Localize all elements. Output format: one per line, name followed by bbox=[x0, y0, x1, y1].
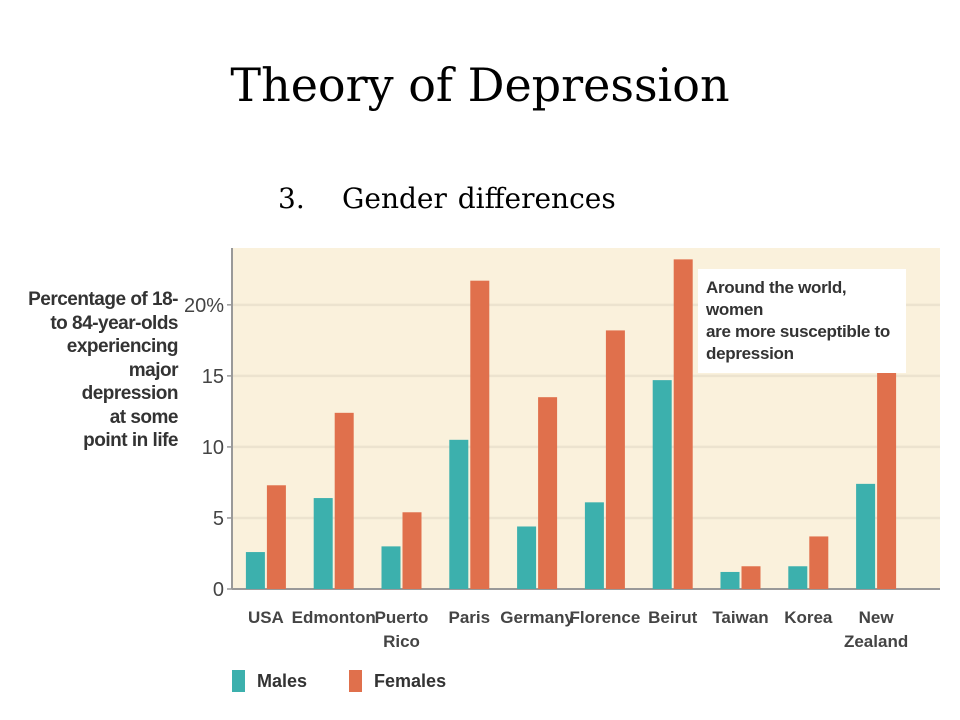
bar-females-florence bbox=[605, 330, 625, 589]
bar-males-usa bbox=[245, 552, 265, 589]
x-tick-label: Edmonton bbox=[292, 608, 376, 627]
legend-item-males: Males bbox=[232, 670, 307, 692]
bar-males-new-zealand bbox=[856, 483, 876, 589]
bar-females-beirut bbox=[673, 259, 693, 589]
bar-females-paris bbox=[470, 280, 490, 589]
bar-females-new-zealand bbox=[877, 368, 897, 589]
y-tick-label: 15 bbox=[202, 366, 224, 388]
x-tick-label: Paris bbox=[449, 608, 491, 627]
x-tick-label: Korea bbox=[784, 608, 833, 627]
bar-males-korea bbox=[788, 566, 808, 589]
x-tick-label: USA bbox=[248, 608, 284, 627]
bar-males-edmonton bbox=[313, 498, 333, 589]
x-tick-label: Florence bbox=[569, 608, 640, 627]
y-tick-label: 20% bbox=[184, 295, 224, 317]
y-tick-label: 10 bbox=[202, 437, 224, 459]
annotation-text: Around the world, women are more suscept… bbox=[706, 278, 890, 363]
subtitle-text: Gender differences bbox=[342, 182, 616, 215]
x-tick-label: Beirut bbox=[648, 608, 697, 627]
legend-swatch-females bbox=[349, 670, 363, 692]
x-tick-label: New Zealand bbox=[844, 608, 908, 651]
chart-legend: Males Females bbox=[232, 670, 488, 692]
legend-label-males: Males bbox=[257, 670, 308, 691]
bar-females-usa bbox=[266, 485, 286, 589]
x-tick-label: Puerto Rico bbox=[375, 608, 429, 651]
slide-subtitle: 3. Gender differences bbox=[278, 182, 616, 215]
bar-males-puerto-rico bbox=[381, 546, 401, 589]
bar-females-edmonton bbox=[334, 412, 354, 589]
bar-males-taiwan bbox=[720, 571, 740, 589]
bar-males-beirut bbox=[652, 380, 672, 589]
bar-males-paris bbox=[449, 439, 469, 589]
slide-title: Theory of Depression bbox=[230, 58, 730, 112]
bar-males-florence bbox=[584, 502, 604, 589]
legend-label-females: Females bbox=[374, 670, 447, 691]
chart-annotation: Around the world, women are more suscept… bbox=[698, 269, 906, 373]
bar-females-korea bbox=[809, 536, 829, 589]
x-tick-label: Germany bbox=[500, 608, 574, 627]
chart-y-axis-label: Percentage of 18- to 84-year-olds experi… bbox=[28, 289, 178, 451]
legend-item-females: Females bbox=[349, 670, 446, 692]
bar-females-taiwan bbox=[741, 566, 761, 589]
bar-males-germany bbox=[517, 526, 537, 589]
legend-swatch-males bbox=[232, 670, 245, 692]
y-tick-label: 5 bbox=[213, 508, 224, 530]
subtitle-number: 3. bbox=[278, 182, 305, 215]
bar-females-puerto-rico bbox=[402, 512, 422, 589]
bar-females-germany bbox=[538, 397, 558, 589]
y-tick-label: 0 bbox=[213, 579, 224, 601]
x-tick-label: Taiwan bbox=[712, 608, 768, 627]
